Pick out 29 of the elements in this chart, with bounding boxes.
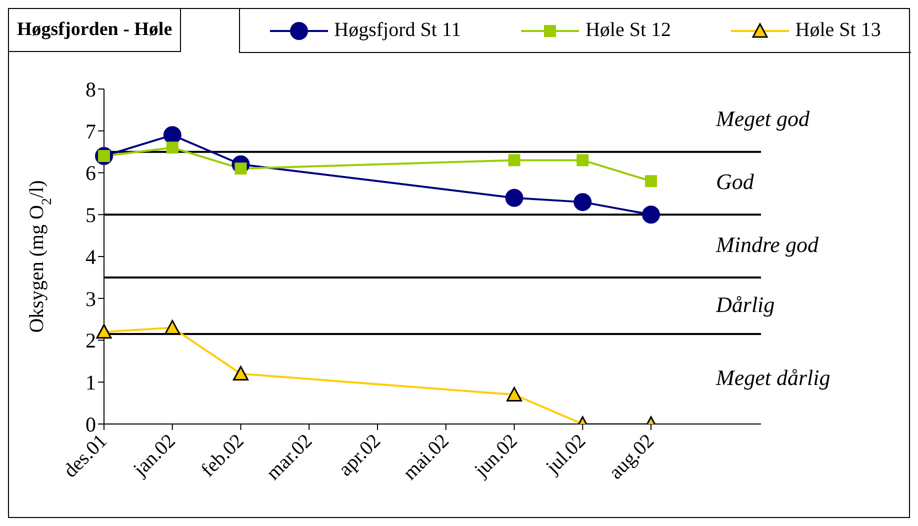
point [505, 188, 524, 207]
y-tick-label: 3 [86, 286, 96, 311]
legend-label: Høle St 13 [795, 19, 881, 42]
y-tick-label: 5 [86, 203, 96, 228]
text: God [716, 169, 754, 196]
point [642, 206, 660, 224]
point [576, 154, 589, 166]
y-tick-label: 0 [86, 412, 96, 436]
point [645, 175, 657, 188]
text: Mindre god [716, 232, 818, 258]
text: Meget dårlig [716, 364, 830, 391]
point [508, 154, 520, 166]
text: Meget god [716, 106, 810, 132]
legend-label: Høgsfjord St 11 [334, 19, 462, 42]
chart-title: Høgsfjorden - Høle [9, 9, 182, 52]
y-tick-label: 4 [86, 244, 96, 269]
point [164, 320, 180, 334]
point [506, 386, 522, 402]
y-tick-label: 7 [86, 119, 96, 144]
y-tick-label: 1 [86, 370, 96, 395]
y-tick-label: 6 [86, 161, 96, 186]
text: Dårlig [716, 292, 775, 318]
point [233, 366, 248, 380]
y-tick-label: 2 [86, 328, 96, 353]
point [574, 193, 592, 212]
legend-label: Høle St 12 [585, 19, 671, 42]
y-tick-label: 8 [86, 77, 96, 102]
point [166, 142, 178, 154]
point [96, 324, 112, 339]
